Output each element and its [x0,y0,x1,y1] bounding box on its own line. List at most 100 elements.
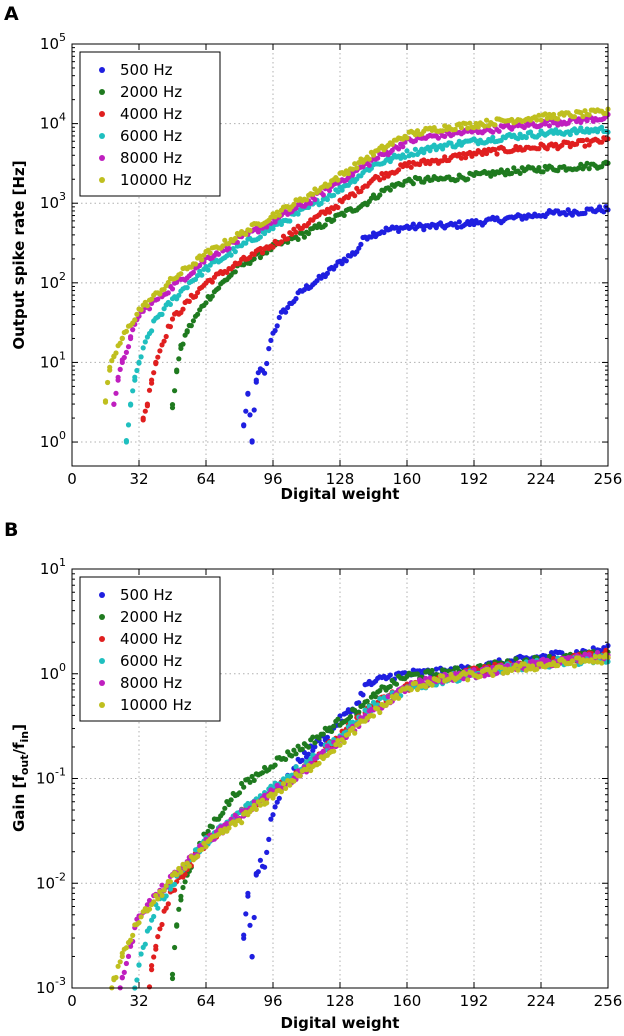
data-point [107,367,113,373]
data-point [339,261,345,267]
panel-a-xlabel: Digital weight [281,485,400,503]
data-point [186,863,192,869]
data-point [442,133,448,139]
data-point [178,271,184,277]
panel-b-ylabel-end: ] [10,724,28,731]
data-point [232,822,238,828]
data-point [571,114,578,120]
data-point [467,221,473,228]
data-point [603,110,609,116]
data-point [492,147,498,153]
data-point [555,662,561,669]
data-point [471,221,477,228]
data-point [569,658,576,664]
data-point [364,698,370,704]
data-point [151,954,157,960]
data-point [174,922,180,928]
data-point [270,812,276,818]
data-point [276,795,282,801]
series-10000-hz [109,652,611,991]
data-point [490,129,496,135]
data-point [484,150,490,157]
data-point [335,177,341,183]
x-tick-label: 128 [326,470,355,488]
data-point [551,111,557,118]
data-point [400,144,406,150]
data-point [157,291,163,297]
y-tick-label: 10-3 [36,975,66,997]
data-point [318,200,324,206]
data-point [326,187,333,194]
data-point [138,914,144,920]
data-point [165,279,171,286]
y-tick-label: 102 [40,270,66,292]
data-point [165,290,171,296]
data-point [176,356,182,362]
data-point [580,113,586,120]
x-tick-label: 96 [263,470,282,488]
data-point [153,359,159,365]
data-point [174,872,180,878]
data-point [270,795,276,801]
series-4000-hz [140,135,611,423]
data-point [195,853,201,859]
data-point [456,138,462,144]
data-point [268,337,274,343]
data-point [463,121,469,127]
data-point [370,152,377,158]
data-point [239,820,245,826]
data-point [155,905,161,911]
data-point [465,176,471,182]
data-point [389,147,395,153]
y-tick-label: 10-2 [36,870,66,892]
data-point [586,166,592,172]
data-point [161,306,167,312]
data-point [262,864,268,870]
data-point [339,187,345,193]
legend-label: 2000 Hz [120,83,182,101]
data-point [303,197,310,203]
data-point [163,905,169,911]
data-point [563,212,569,218]
data-point [251,802,257,809]
data-point [180,341,186,347]
data-point [479,151,485,157]
data-point [316,735,322,741]
data-point [345,170,351,177]
data-point [546,123,553,129]
data-point [331,748,337,754]
data-point [251,777,257,784]
data-point [144,303,150,309]
data-point [517,170,523,176]
data-point [387,672,393,678]
data-point [322,210,328,216]
data-point [197,253,203,259]
data-point [180,861,186,868]
data-point [251,914,257,921]
data-point [159,311,165,317]
data-point [427,148,433,154]
data-point [458,155,464,161]
data-point [345,175,351,181]
data-point [381,229,387,236]
data-point [224,253,230,259]
data-point [578,161,584,167]
series-10000-hz [102,106,611,405]
data-point [249,953,255,960]
data-point [132,317,138,323]
data-point [454,177,460,183]
data-point [603,647,609,654]
data-point [544,115,550,121]
data-point [278,789,284,795]
data-point [136,359,142,365]
data-point [542,111,548,117]
data-point [274,799,280,805]
data-point [157,348,163,354]
data-point [490,672,496,679]
data-point [465,125,471,131]
x-tick-label: 192 [460,992,489,1010]
data-point [358,188,364,194]
data-point [123,349,129,355]
data-point [251,256,257,262]
data-point [331,192,337,198]
